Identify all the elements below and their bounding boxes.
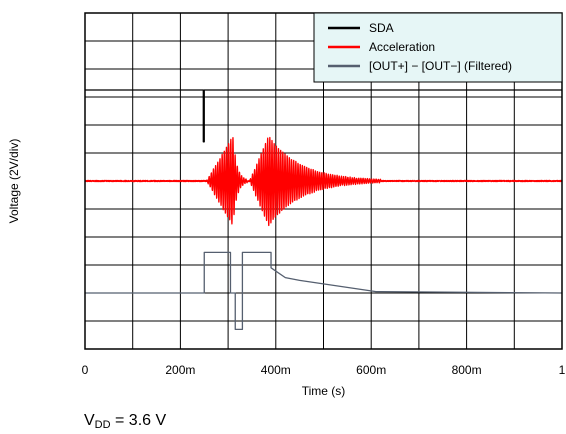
traces (84, 89, 563, 331)
legend: SDA Acceleration [OUT+] − [OUT−] (Filtered… (313, 12, 563, 83)
x-tick-label: 1 (559, 363, 566, 377)
legend-entry: SDA (369, 21, 394, 35)
x-tick-label: 200m (165, 363, 195, 377)
x-tick-label: 400m (261, 363, 291, 377)
y-axis-label: Voltage (2V/div) (7, 139, 21, 224)
series-line (85, 251, 563, 331)
legend-entry: Acceleration (369, 40, 435, 54)
vdd-annotation: VDD = 3.6 V (84, 412, 167, 431)
x-tick-label: 0 (82, 363, 89, 377)
x-tick-label: 800m (452, 363, 482, 377)
x-tick-labels: 0 200m 400m 600m 800m 1 (82, 363, 566, 377)
series-line (84, 136, 563, 227)
legend-entry: [OUT+] − [OUT−] (Filtered) (369, 59, 512, 73)
x-tick-label: 600m (356, 363, 386, 377)
x-axis-label: Time (s) (302, 384, 346, 398)
series-line (85, 89, 562, 143)
